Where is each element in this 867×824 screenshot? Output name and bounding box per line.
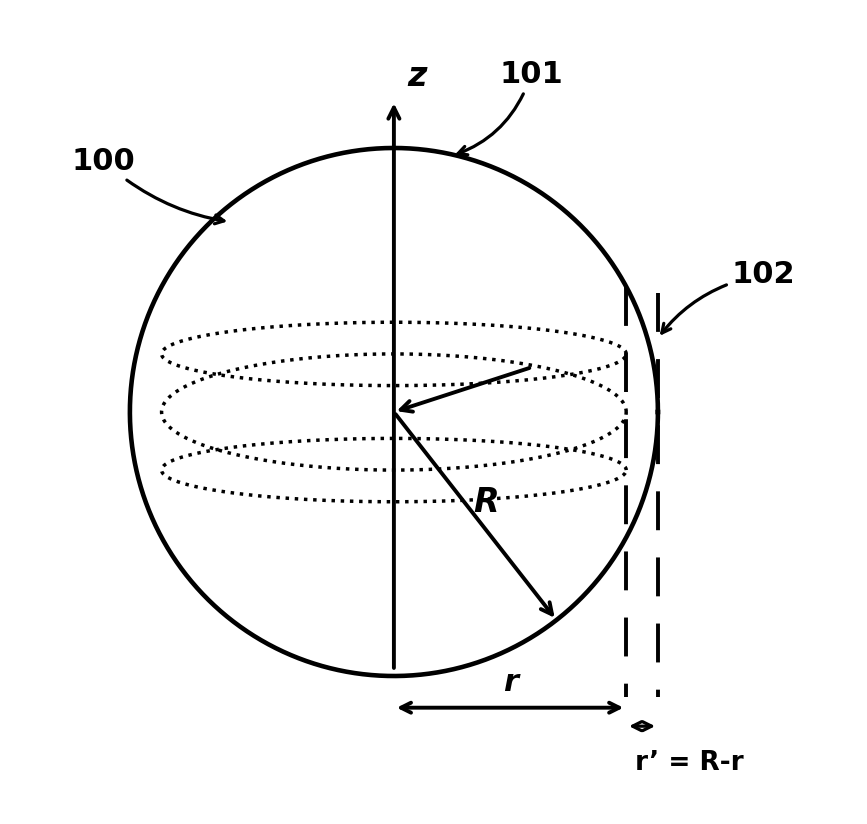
Text: 101: 101	[458, 59, 563, 155]
Text: 102: 102	[662, 260, 795, 333]
Text: 100: 100	[72, 147, 224, 224]
Text: r: r	[503, 668, 518, 697]
Text: R: R	[473, 486, 499, 519]
Text: z: z	[407, 59, 427, 92]
Text: r’ = R-r: r’ = R-r	[636, 750, 744, 776]
